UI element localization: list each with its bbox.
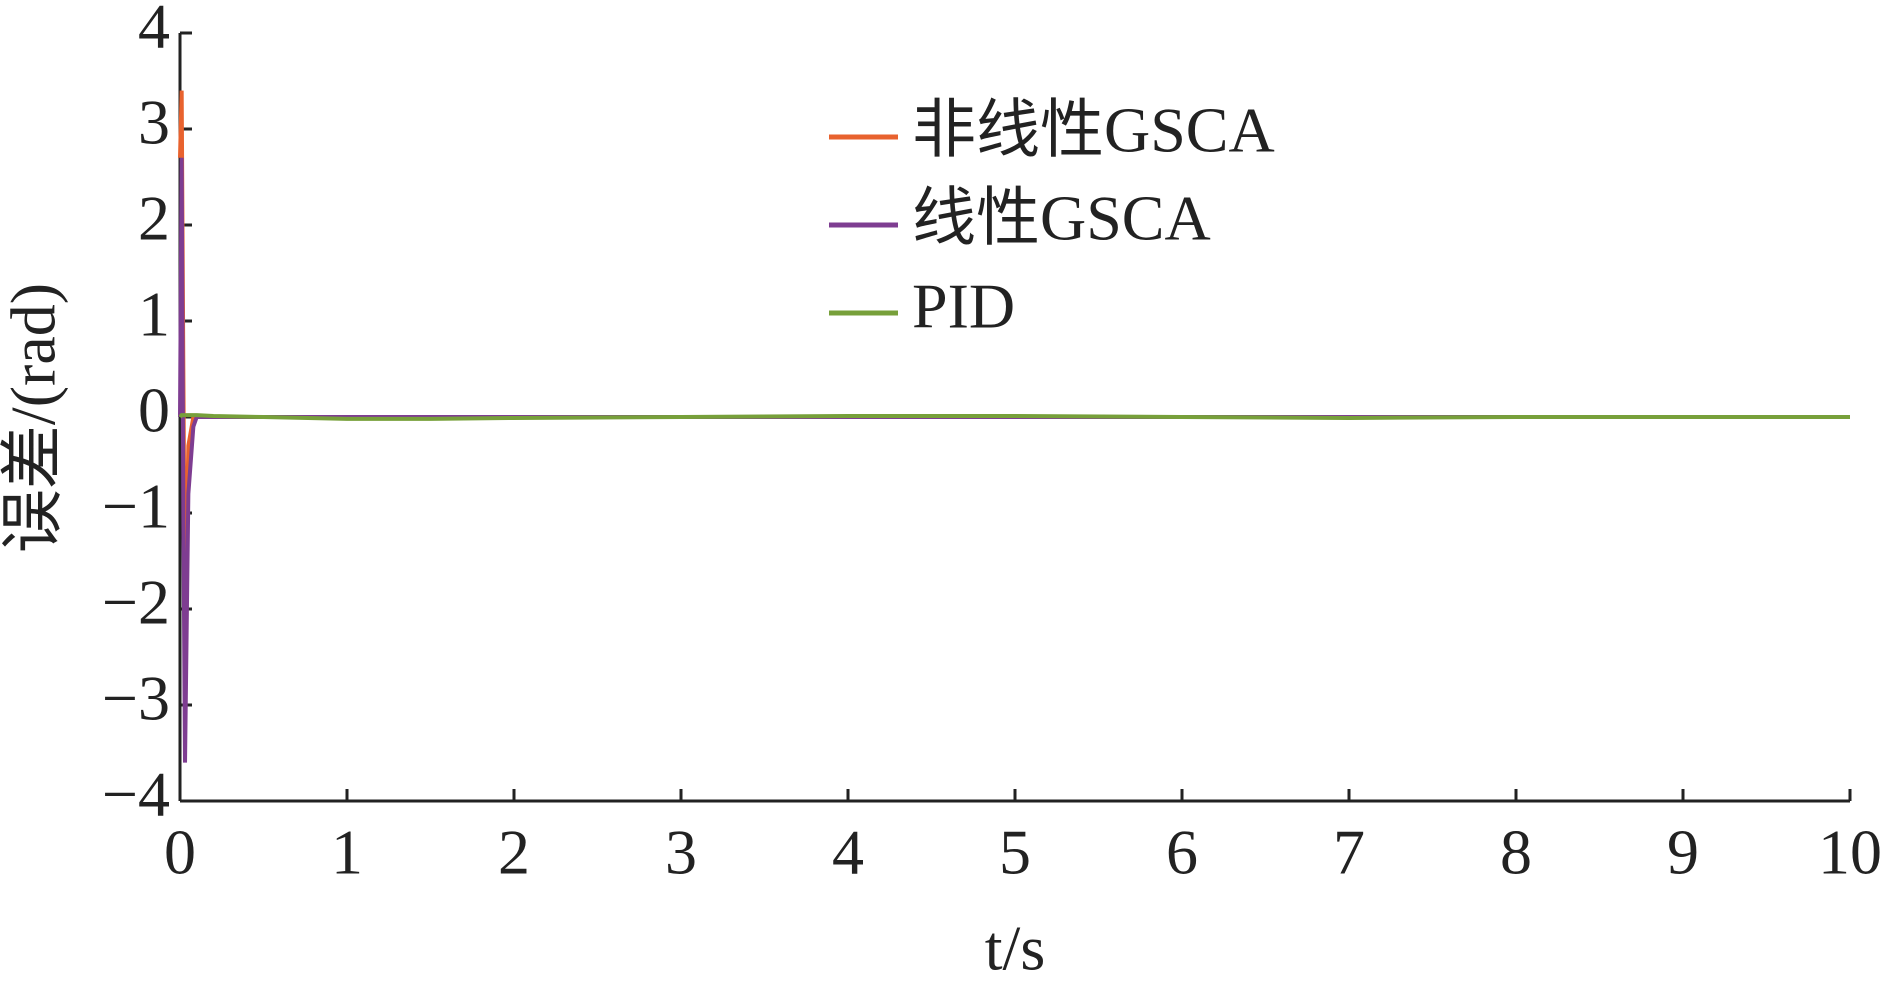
x-tick-label: 9 xyxy=(1667,817,1699,888)
x-tick-label: 6 xyxy=(1166,817,1198,888)
x-axis-label: t/s xyxy=(985,913,1045,984)
x-tick-label: 8 xyxy=(1500,817,1532,888)
legend-label: 线性GSCA xyxy=(912,183,1211,254)
y-tick-label: −3 xyxy=(102,663,170,734)
y-axis-label: 误差/(rad) xyxy=(0,283,69,553)
x-tick-label: 0 xyxy=(164,817,196,888)
y-tick-label: 3 xyxy=(138,87,170,158)
y-tick-label: −1 xyxy=(102,471,170,542)
x-tick-label: 1 xyxy=(331,817,363,888)
y-tick-label: −4 xyxy=(102,759,170,830)
x-tick-label: 7 xyxy=(1333,817,1365,888)
y-tick-label: −2 xyxy=(102,567,170,638)
line-series xyxy=(178,413,1850,421)
x-tick-label: 2 xyxy=(498,817,530,888)
y-tick-label: 2 xyxy=(138,183,170,254)
y-tick-label: 0 xyxy=(138,375,170,446)
x-tick-label: 10 xyxy=(1818,817,1882,888)
x-tick-label: 4 xyxy=(832,817,864,888)
legend-label: PID xyxy=(912,271,1015,342)
x-tick-label: 3 xyxy=(665,817,697,888)
line-series xyxy=(178,90,1850,629)
legend-label: 非线性GSCA xyxy=(912,95,1275,166)
x-tick-label: 5 xyxy=(999,817,1031,888)
y-tick-label: 4 xyxy=(138,0,170,62)
y-tick-label: 1 xyxy=(138,279,170,350)
